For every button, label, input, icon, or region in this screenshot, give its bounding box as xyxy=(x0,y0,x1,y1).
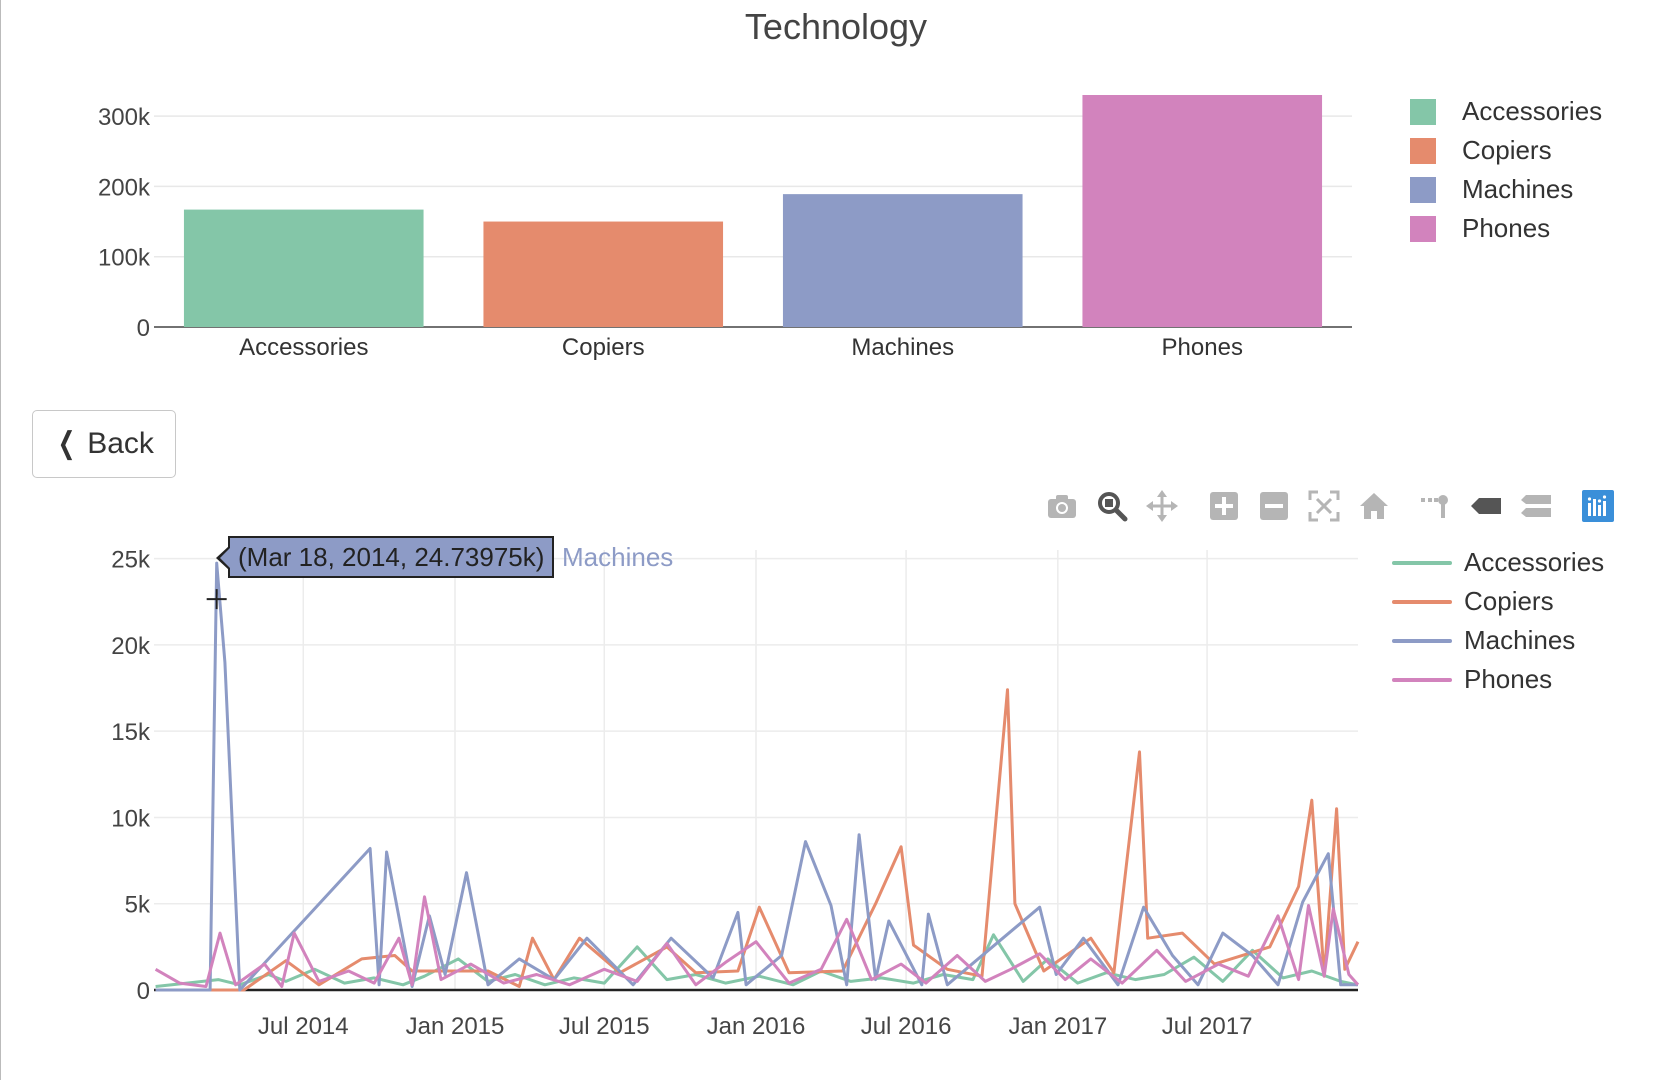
legend-swatch xyxy=(1410,137,1436,164)
bar-copiers[interactable] xyxy=(483,221,724,327)
legend-item-machines[interactable]: Machines xyxy=(1410,170,1602,209)
hover-tooltip-text: (Mar 18, 2014, 24.73975k) xyxy=(238,541,545,572)
bar-ytick-label: 0 xyxy=(137,315,150,342)
line-ytick-label: 25k xyxy=(111,547,151,574)
bar-xtick-label: Accessories xyxy=(239,334,368,361)
legend-label: Machines xyxy=(1462,174,1574,204)
pan-icon[interactable] xyxy=(1144,488,1180,524)
plotly-logo-icon[interactable] xyxy=(1580,488,1616,524)
bar-ytick-label: 100k xyxy=(98,245,151,272)
line-ytick-label: 0 xyxy=(137,978,150,1005)
line-xtick-label: Jan 2017 xyxy=(1008,1013,1107,1040)
legend-swatch xyxy=(1410,176,1436,203)
line-xtick-label: Jul 2016 xyxy=(861,1013,952,1040)
zoom-icon[interactable] xyxy=(1094,488,1130,524)
back-button[interactable]: ❮ Back xyxy=(32,410,176,478)
line-xtick-label: Jul 2014 xyxy=(258,1013,349,1040)
legend-label: Copiers xyxy=(1464,586,1554,616)
series-line-phones[interactable] xyxy=(154,895,1360,988)
bar-legend: Accessories Copiers Machines Phones xyxy=(1410,92,1602,248)
legend-label: Phones xyxy=(1462,213,1551,243)
legend-label: Accessories xyxy=(1464,547,1605,577)
legend-swatch xyxy=(1410,98,1436,125)
line-chart: Jul 2014 Jan 2015 Jul 2015 Jan 2016 Jul 2016… xyxy=(111,547,1360,1040)
line-xtick-label: Jan 2016 xyxy=(707,1013,806,1040)
hover-tooltip-series: Machines xyxy=(562,542,674,572)
line-ytick-label: 15k xyxy=(111,719,151,746)
line-xtick-label: Jan 2015 xyxy=(406,1013,505,1040)
legend-line-swatch xyxy=(1392,560,1452,565)
line-legend: Accessories Copiers Machines Phones xyxy=(1392,543,1604,699)
legend-label: Accessories xyxy=(1462,96,1603,126)
series-line-machines[interactable] xyxy=(155,561,1358,992)
camera-icon[interactable] xyxy=(1044,488,1080,524)
line-xtick-label: Jul 2017 xyxy=(1162,1013,1253,1040)
legend-line-swatch xyxy=(1392,599,1452,604)
hover-compare-icon[interactable] xyxy=(1518,488,1554,524)
back-button-label: Back xyxy=(87,427,154,460)
zoom-in-icon[interactable] xyxy=(1206,488,1242,524)
bar-machines[interactable] xyxy=(782,194,1023,327)
zoom-out-icon[interactable] xyxy=(1256,488,1292,524)
legend-swatch xyxy=(1410,215,1436,242)
legend-label: Phones xyxy=(1464,664,1553,694)
line-ytick-label: 10k xyxy=(111,805,151,832)
hover-closest-icon[interactable] xyxy=(1468,488,1504,524)
bar-xtick-label: Copiers xyxy=(562,334,645,361)
chevron-left-icon: ❮ xyxy=(57,427,76,460)
bar-xtick-label: Phones xyxy=(1162,334,1243,361)
chart-title: Technology xyxy=(744,6,928,47)
legend-item-phones[interactable]: Phones xyxy=(1410,209,1602,248)
legend-item-copiers[interactable]: Copiers xyxy=(1392,582,1604,621)
line-ytick-label: 5k xyxy=(125,892,151,919)
legend-item-copiers[interactable]: Copiers xyxy=(1410,131,1602,170)
home-icon[interactable] xyxy=(1356,488,1392,524)
frame-border xyxy=(0,0,1,1080)
series-line-copiers[interactable] xyxy=(155,688,1360,992)
bar-xtick-label: Machines xyxy=(851,334,954,361)
legend-item-accessories[interactable]: Accessories xyxy=(1410,92,1602,131)
autoscale-icon[interactable] xyxy=(1306,488,1342,524)
hover-tooltip: (Mar 18, 2014, 24.73975k) xyxy=(215,536,555,578)
bar-chart: 0 100k 200k 300k Accessories Copiers Machines P… xyxy=(98,95,1352,361)
bar-ytick-label: 200k xyxy=(98,174,151,201)
line-ytick-label: 20k xyxy=(111,633,151,660)
legend-label: Copiers xyxy=(1462,135,1552,165)
spike-lines-icon[interactable] xyxy=(1418,488,1454,524)
legend-item-machines[interactable]: Machines xyxy=(1392,621,1604,660)
series-line-accessories[interactable] xyxy=(155,933,1358,988)
legend-line-swatch xyxy=(1392,677,1452,682)
legend-item-phones[interactable]: Phones xyxy=(1392,660,1604,699)
legend-item-accessories[interactable]: Accessories xyxy=(1392,543,1604,582)
legend-label: Machines xyxy=(1464,625,1576,655)
bar-accessories[interactable] xyxy=(183,209,424,327)
legend-line-swatch xyxy=(1392,638,1452,643)
bar-phones[interactable] xyxy=(1082,95,1323,327)
line-xtick-label: Jul 2015 xyxy=(559,1013,650,1040)
bar-ytick-label: 300k xyxy=(98,104,151,131)
plotly-modebar xyxy=(1030,484,1616,528)
